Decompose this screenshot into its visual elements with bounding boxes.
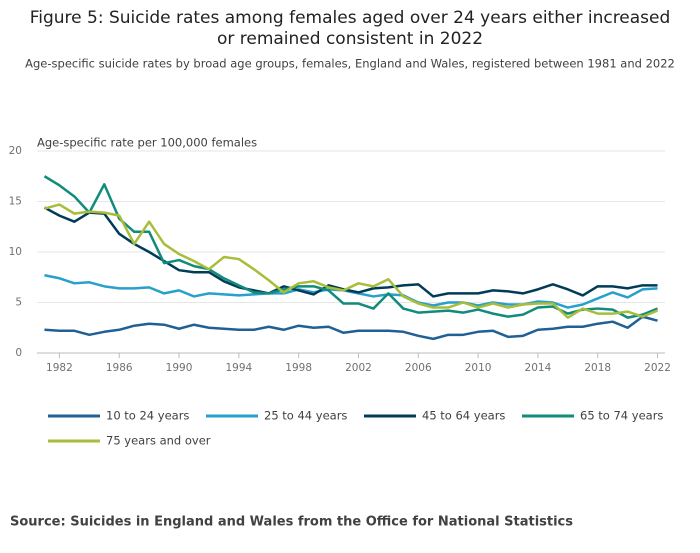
y-tick-label: 0 — [15, 347, 22, 359]
series-line — [43, 206, 658, 298]
series-line — [44, 203, 658, 319]
chart-subtitle: Age-specific suicide rates by broad age … — [25, 57, 675, 71]
x-tick-label: 2022 — [644, 362, 671, 374]
legend-label: 45 to 64 years — [422, 409, 505, 423]
x-tick-label: 1990 — [166, 362, 193, 374]
x-tick-label: 1994 — [225, 362, 252, 374]
legend-label: 25 to 44 years — [264, 409, 347, 423]
chart-title: Figure 5: Suicide rates among females ag… — [30, 8, 671, 49]
y-tick-label: 10 — [9, 246, 22, 258]
x-tick-label: 2010 — [465, 362, 492, 374]
y-axis-label: Age-specific rate per 100,000 females — [37, 136, 257, 150]
x-tick-label: 2018 — [584, 362, 611, 374]
series-line — [44, 315, 658, 341]
x-tick-label: 1998 — [285, 362, 312, 374]
y-tick-label: 5 — [15, 297, 22, 309]
legend-label: 10 to 24 years — [106, 409, 189, 423]
y-tick-label: 20 — [9, 145, 22, 157]
source: Source: Suicides in England and Wales fr… — [10, 515, 573, 530]
y-tick-label: 15 — [9, 196, 22, 208]
legend-label: 75 years and over — [106, 434, 211, 448]
x-tick-label: 2006 — [405, 362, 432, 374]
x-tick-label: 2002 — [345, 362, 372, 374]
x-tick-label: 1986 — [106, 362, 133, 374]
legend-label: 65 to 74 years — [580, 409, 663, 423]
x-tick-label: 2014 — [525, 362, 552, 374]
x-tick-label: 1982 — [46, 362, 73, 374]
series-line — [43, 175, 658, 319]
